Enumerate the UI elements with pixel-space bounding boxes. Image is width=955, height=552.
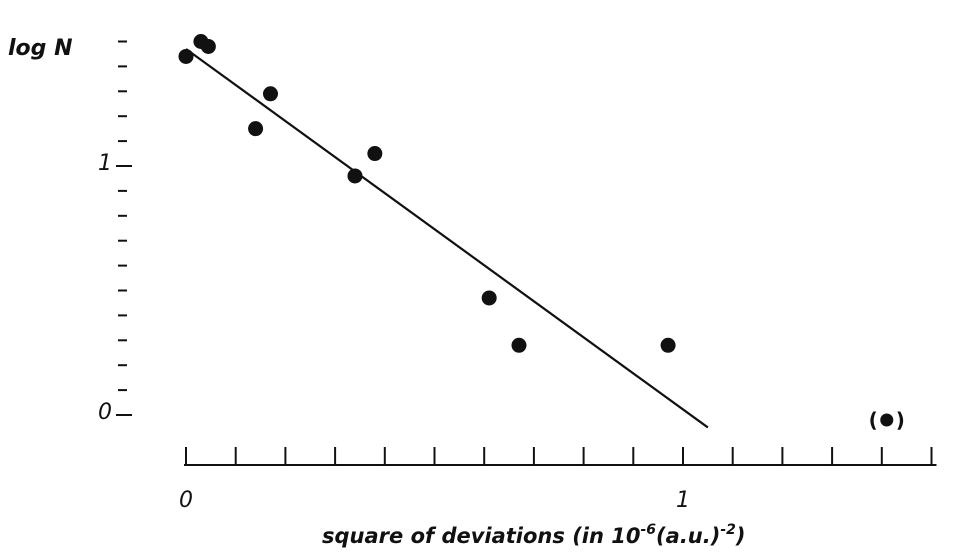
tick-labels: 0 1 0 1 <box>98 151 690 513</box>
x-axis-label-main: square of deviations (in 10 <box>322 524 640 548</box>
x-axis-label-exponent-2: -2 <box>720 522 736 538</box>
data-point <box>347 168 363 184</box>
x-axis-label-end: ) <box>735 524 746 548</box>
outlier-marker <box>880 413 894 427</box>
x-axis-ticks <box>185 447 933 465</box>
data-point <box>248 121 264 137</box>
outlier-paren-open: ( <box>869 408 878 432</box>
data-point <box>511 337 527 353</box>
outlier-point: () <box>869 408 905 432</box>
x-axis-label-exponent-1: -6 <box>640 522 656 538</box>
x-tick-label: 1 <box>676 488 690 513</box>
data-point <box>262 86 278 102</box>
y-axis-ticks <box>116 40 132 416</box>
y-tick-label: 0 <box>98 400 112 425</box>
fit-line <box>185 48 709 429</box>
data-point <box>367 146 383 162</box>
outlier-paren-close: ) <box>896 408 905 432</box>
data-point <box>660 337 676 353</box>
data-point <box>481 290 497 306</box>
x-axis-label-unit: (a.u.) <box>656 524 720 548</box>
y-axis-label: log N <box>8 36 72 61</box>
x-axis-label: square of deviations (in 10-6(a.u.)-2) <box>322 522 746 548</box>
data-point <box>200 38 216 54</box>
y-tick-label: 1 <box>98 151 112 176</box>
data-points <box>178 34 676 353</box>
x-tick-label: 0 <box>179 488 193 513</box>
data-point <box>178 48 194 64</box>
